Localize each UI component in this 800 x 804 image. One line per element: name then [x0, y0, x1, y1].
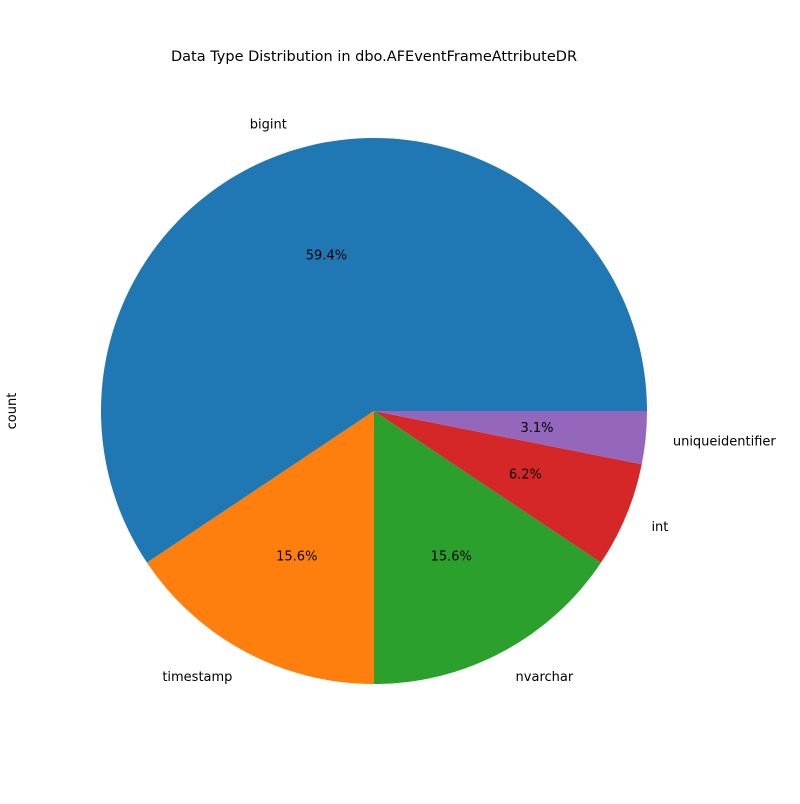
pie-slice-timestamp — [147, 411, 374, 684]
category-label-int: int — [651, 520, 668, 535]
chart-title: Data Type Distribution in dbo.AFEventFra… — [171, 49, 577, 65]
percent-label-uniqueidentifier: 3.1% — [520, 421, 553, 436]
category-label-bigint: bigint — [250, 118, 287, 133]
y-axis-label: count — [5, 393, 20, 430]
category-label-timestamp: timestamp — [162, 670, 232, 685]
percent-label-bigint: 59.4% — [306, 248, 347, 263]
pie-slice-bigint — [101, 138, 648, 563]
category-label-uniqueidentifier: uniqueidentifier — [673, 434, 777, 449]
category-label-nvarchar: nvarchar — [516, 670, 574, 685]
pie-slice-uniqueidentifier — [374, 411, 647, 465]
percent-label-timestamp: 15.6% — [276, 549, 317, 564]
pie-labels: bigint 59.4% timestamp 15.6% nvarchar 15.6% in… — [162, 118, 776, 685]
pie-slice-nvarchar — [374, 411, 601, 684]
percent-label-nvarchar: 15.6% — [431, 549, 472, 564]
pie-slices — [101, 138, 648, 684]
percent-label-int: 6.2% — [509, 468, 542, 483]
pie-slice-int — [374, 411, 642, 563]
